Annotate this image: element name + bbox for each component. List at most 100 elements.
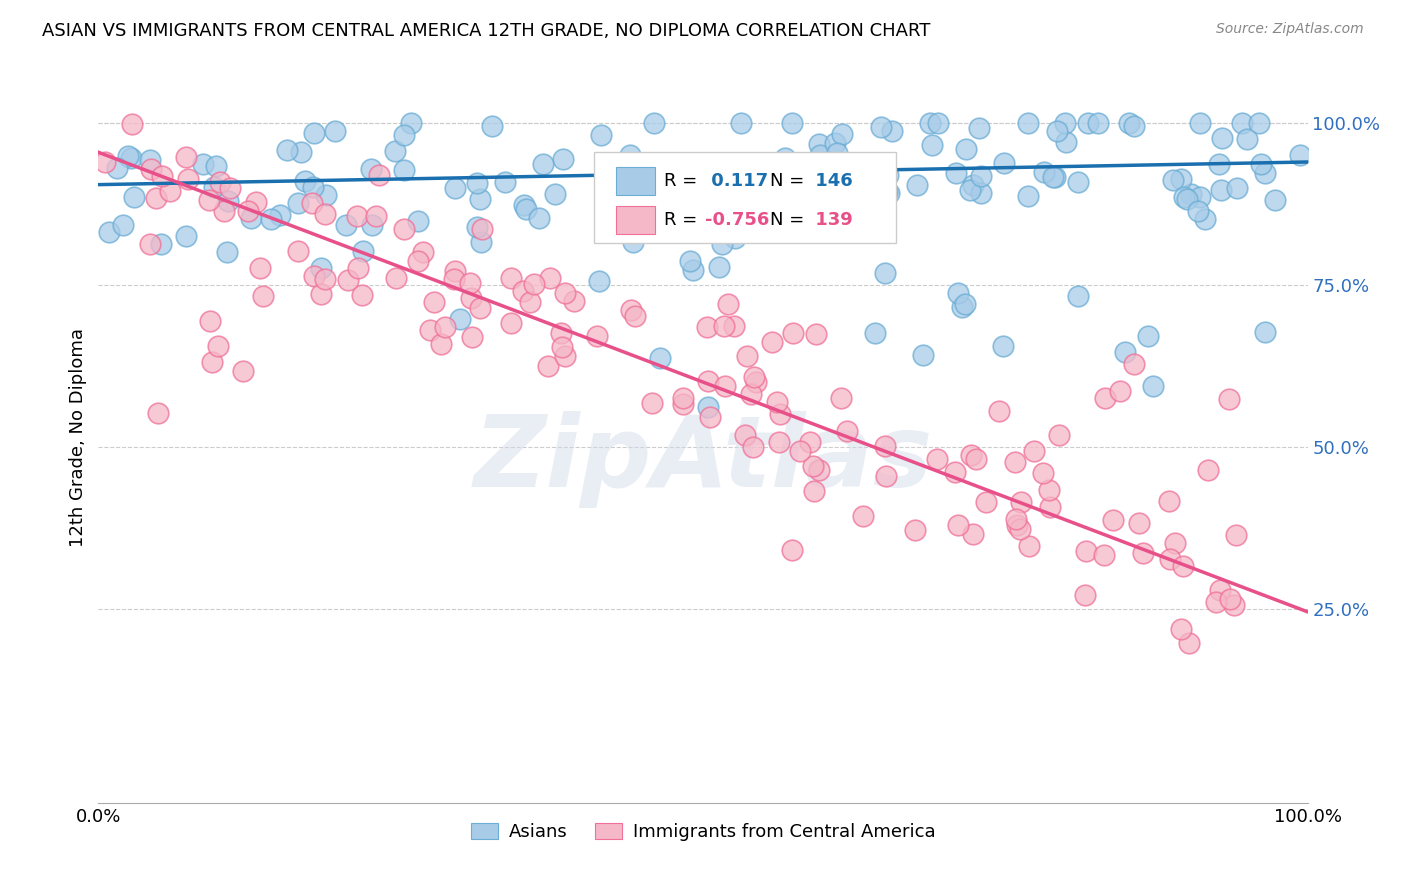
Point xyxy=(174,150,197,164)
Point xyxy=(679,254,702,268)
Point xyxy=(1208,156,1230,170)
Point xyxy=(1017,189,1039,203)
Text: Source: ZipAtlas.com: Source: ZipAtlas.com xyxy=(1216,22,1364,37)
Point xyxy=(873,438,896,452)
Point xyxy=(314,207,336,221)
Point xyxy=(1170,622,1192,636)
Point xyxy=(782,326,804,340)
Point xyxy=(309,287,332,301)
Point xyxy=(1136,328,1159,343)
Point xyxy=(967,120,990,135)
Point xyxy=(1039,500,1062,514)
Point xyxy=(773,166,796,180)
Point xyxy=(335,219,357,233)
Point xyxy=(620,303,643,318)
Point xyxy=(1236,132,1258,146)
Point xyxy=(468,301,491,316)
Point xyxy=(1074,544,1097,558)
Point xyxy=(150,169,173,183)
Point xyxy=(730,116,752,130)
Point xyxy=(551,152,574,166)
Point xyxy=(808,147,831,161)
Point xyxy=(120,151,142,165)
Point xyxy=(465,219,488,234)
Point xyxy=(1032,466,1054,480)
Point xyxy=(385,270,408,285)
Point xyxy=(217,194,239,209)
Point xyxy=(1067,176,1090,190)
Point xyxy=(803,483,825,498)
Point xyxy=(1194,211,1216,226)
Point xyxy=(773,151,796,165)
Point xyxy=(1046,124,1069,138)
Point xyxy=(461,330,484,344)
Text: ZipAtlas: ZipAtlas xyxy=(474,410,932,508)
Point xyxy=(927,116,949,130)
Point xyxy=(769,407,792,421)
Point xyxy=(218,181,240,195)
Point xyxy=(537,359,560,373)
Point xyxy=(399,116,422,130)
Point xyxy=(876,186,898,200)
Point xyxy=(675,176,697,190)
Point xyxy=(1087,116,1109,130)
Point xyxy=(1066,289,1088,303)
Point xyxy=(804,326,827,341)
Point xyxy=(1205,594,1227,608)
Point xyxy=(1123,119,1146,133)
Point xyxy=(780,542,803,557)
Point xyxy=(252,289,274,303)
Point xyxy=(139,237,162,252)
Point xyxy=(918,116,941,130)
Point xyxy=(1022,444,1045,458)
Point xyxy=(619,148,641,162)
Point xyxy=(336,272,359,286)
Point xyxy=(699,409,721,424)
Point xyxy=(1054,135,1077,149)
Point xyxy=(831,127,853,141)
Text: 139: 139 xyxy=(810,211,853,229)
Point xyxy=(201,354,224,368)
Point xyxy=(744,370,766,384)
Point xyxy=(294,174,316,188)
Point xyxy=(121,117,143,131)
Point xyxy=(1047,427,1070,442)
Point xyxy=(955,297,977,311)
Point xyxy=(360,162,382,177)
Point xyxy=(519,295,541,310)
Point xyxy=(406,253,429,268)
Point xyxy=(323,124,346,138)
Point xyxy=(232,364,254,378)
Point xyxy=(852,508,875,523)
Point xyxy=(554,286,576,301)
Point xyxy=(1132,546,1154,560)
Point xyxy=(1188,116,1211,130)
Text: N =: N = xyxy=(769,211,804,229)
Point xyxy=(217,245,239,260)
Point xyxy=(1092,548,1115,562)
Point xyxy=(1114,345,1136,359)
Bar xyxy=(616,206,655,234)
Point xyxy=(443,264,465,278)
Point xyxy=(159,184,181,198)
Text: N =: N = xyxy=(769,172,804,190)
Point xyxy=(538,271,561,285)
Point xyxy=(145,191,167,205)
Point xyxy=(711,163,734,178)
Point xyxy=(1250,156,1272,170)
Point xyxy=(679,213,702,227)
Point xyxy=(112,218,135,232)
Point xyxy=(1230,116,1253,130)
Point xyxy=(976,495,998,509)
Point xyxy=(465,177,488,191)
Point xyxy=(301,179,323,194)
Point xyxy=(790,161,813,175)
Point xyxy=(589,128,612,142)
Point xyxy=(236,204,259,219)
Point xyxy=(562,293,585,308)
Point xyxy=(1253,166,1275,180)
Point xyxy=(460,291,482,305)
Point xyxy=(824,136,846,150)
Point xyxy=(965,451,987,466)
Point xyxy=(1187,204,1209,219)
